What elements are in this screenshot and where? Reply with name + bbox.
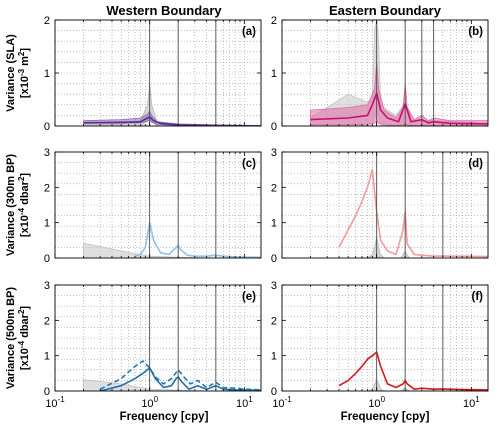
y-tick-label: 2 [44, 15, 50, 27]
x-tick-label: 100 [141, 395, 158, 410]
y-tick-label: 0 [271, 121, 277, 133]
panel-label: (d) [468, 158, 483, 170]
plot-content [338, 285, 488, 391]
y-tick-label: 1 [271, 218, 277, 230]
x-tick-label: 100 [368, 395, 385, 410]
y-tick-label: 0 [44, 121, 50, 133]
y-tick-label: 2 [271, 315, 277, 327]
panel-frame [281, 151, 489, 259]
y-tick-label: 1 [271, 68, 277, 80]
panel-c: 0 1 2 3 (c) [44, 147, 262, 265]
grid [55, 20, 261, 126]
uncertainty-band [366, 236, 488, 258]
uncertainty-band [83, 379, 261, 391]
panel-label: (e) [242, 291, 256, 303]
x-ticks [54, 152, 245, 258]
panel-label: (a) [242, 26, 256, 38]
y-tick-label: 0 [271, 253, 277, 265]
panel-e: 0 1 2 3 (e) 10-1 100 101 [44, 280, 262, 410]
panel-a: 0 1 2 (a) [44, 15, 262, 133]
y-tick-label: 2 [44, 315, 50, 327]
panel-frame [281, 284, 489, 392]
series-line-dashed [99, 360, 261, 391]
plot-content [83, 20, 261, 126]
x-ticks [281, 20, 472, 126]
row-labels: Variance (SLA) [x10-3 m2] Variance (300m B… [5, 34, 31, 389]
panel-frame [54, 284, 262, 392]
y-tick-label: 2 [44, 182, 50, 194]
series-line [100, 367, 261, 391]
y-tick-label: 3 [44, 280, 50, 292]
panel-d: 0 1 2 3 (d) [271, 147, 489, 265]
series-line [83, 116, 261, 126]
panel-f: 0 1 2 3 (f) 10-1 100 101 [271, 280, 489, 410]
panel-label: (c) [242, 158, 256, 170]
grid [55, 152, 261, 258]
panel-label: (f) [472, 291, 484, 303]
row-label-line2: [x10-4 dbar2] [17, 306, 31, 371]
plot-content [83, 152, 261, 258]
y-tick-label: 1 [271, 351, 277, 363]
x-ticks [281, 285, 472, 391]
x-ticks [54, 285, 245, 391]
x-axis-label-left: Frequency [cpy] [120, 411, 209, 423]
series-line [338, 351, 488, 391]
column-title-eastern: Eastern Boundary [329, 3, 442, 18]
y-tick-label: 0 [44, 386, 50, 398]
panel-label: (b) [468, 26, 483, 38]
y-tick-label: 0 [271, 386, 277, 398]
x-ticks [54, 20, 245, 126]
x-tick-label: 10-1 [272, 395, 292, 410]
x-tick-label: 10-1 [45, 395, 65, 410]
x-tick-label: 101 [463, 395, 480, 410]
plot-content [310, 20, 488, 126]
y-tick-label: 3 [271, 280, 277, 292]
y-tick-label: 2 [271, 15, 277, 27]
grid [282, 285, 488, 391]
x-axis-label-right: Frequency [cpy] [341, 411, 430, 423]
uncertainty-band [83, 242, 261, 258]
panel-b: 0 1 2 (b) [271, 15, 489, 133]
y-tick-label: 1 [44, 68, 50, 80]
uncertainty-band [83, 83, 261, 126]
row-label-line2: [x10-3 m2] [17, 48, 31, 98]
y-tick-label: 2 [271, 182, 277, 194]
series-line [310, 92, 488, 125]
column-title-western: Western Boundary [106, 3, 222, 18]
row-label-line2: [x10-4 dbar2] [17, 173, 31, 238]
x-ticks [281, 152, 472, 258]
x-tick-label: 101 [236, 395, 253, 410]
row-label-line1: Variance (300m BP) [5, 154, 17, 256]
plot-content [338, 152, 488, 258]
row-label-line1: Variance (SLA) [5, 34, 17, 112]
uncertainty-band [367, 379, 488, 391]
y-tick-label: 1 [44, 351, 50, 363]
y-tick-label: 3 [271, 147, 277, 159]
y-tick-label: 1 [44, 218, 50, 230]
uncertainty-band [310, 62, 488, 126]
grid [282, 152, 488, 258]
plot-content [83, 285, 261, 391]
y-tick-label: 3 [44, 147, 50, 159]
panel-frame [54, 151, 262, 259]
series-line [338, 168, 488, 258]
row-label-line1: Variance (500m BP) [5, 287, 17, 389]
y-tick-label: 0 [44, 253, 50, 265]
